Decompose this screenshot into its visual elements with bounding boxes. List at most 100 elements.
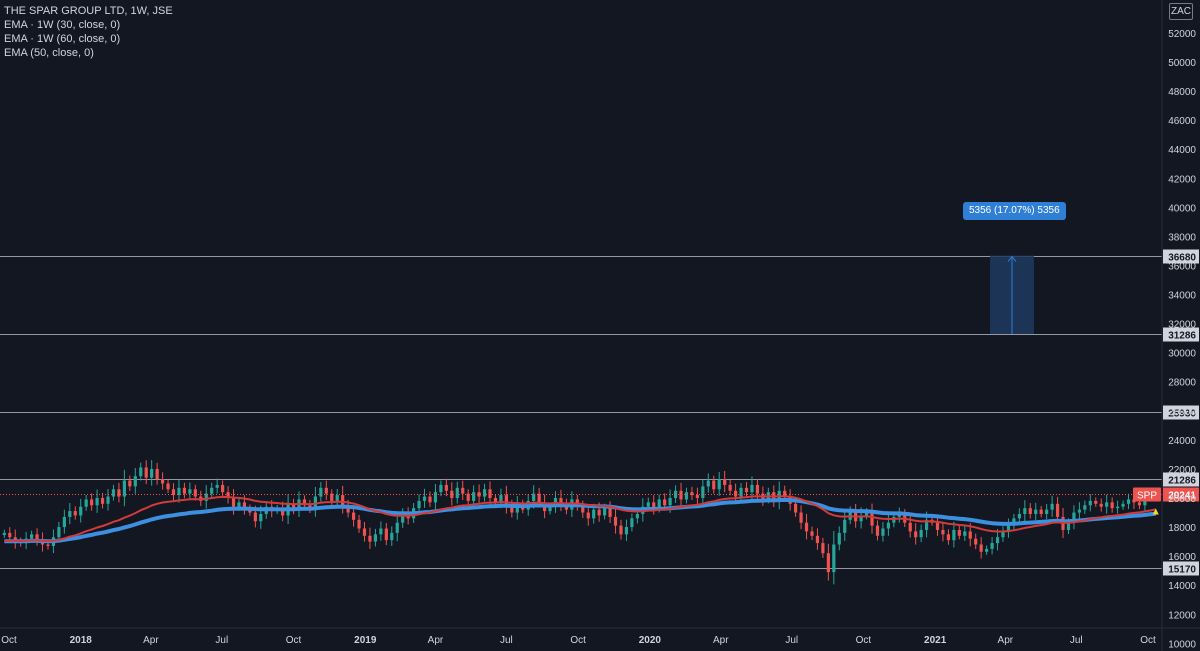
candle-body — [417, 500, 421, 509]
legend-title: THE SPAR GROUP LTD, 1W, JSE — [4, 5, 173, 17]
candle-body — [482, 489, 487, 497]
candle-body — [499, 495, 503, 503]
candle-body — [1083, 505, 1087, 510]
candle-body — [1023, 508, 1027, 514]
candle-body — [1034, 509, 1038, 514]
candle-body — [242, 502, 247, 509]
legend-ema-60: EMA · 1W (60, close, 0) — [4, 33, 121, 45]
candle-body — [690, 492, 694, 496]
price-tick-label: 12000 — [1168, 610, 1196, 621]
candle-body — [346, 505, 350, 513]
candle-body — [919, 529, 923, 538]
level-tag-label: 25930 — [1168, 409, 1196, 420]
candle-body — [728, 484, 732, 491]
candle-body — [193, 489, 197, 497]
candle-body — [733, 490, 738, 497]
candle-body — [401, 513, 405, 523]
candle-body — [635, 513, 639, 519]
candle-body — [428, 496, 432, 503]
candle-body — [537, 493, 541, 503]
price-tick-label: 22000 — [1168, 465, 1196, 476]
candle-body — [1126, 499, 1131, 504]
candle-body — [810, 531, 814, 536]
candle-body — [171, 489, 176, 496]
candle-body — [160, 479, 165, 484]
candle-body — [706, 480, 710, 487]
candle-body — [368, 535, 372, 542]
candle-body — [941, 529, 945, 535]
candle-body — [79, 506, 83, 516]
candle-body — [379, 528, 383, 535]
time-tick-label: Oct — [286, 635, 302, 646]
legend-ema-50: EMA (50, close, 0) — [4, 47, 94, 59]
time-tick-label: Jul — [500, 635, 513, 646]
price-tick-label: 28000 — [1168, 378, 1196, 389]
candle-body — [1121, 503, 1125, 507]
candle-body — [755, 484, 760, 494]
price-tick-label: 24000 — [1168, 436, 1196, 447]
candle-body — [1072, 512, 1076, 523]
candle-body — [804, 522, 809, 532]
candle-body — [477, 492, 481, 497]
candle-body — [652, 502, 656, 509]
candle-body — [324, 487, 328, 494]
horizontal-levels: 36680 31286 25930 21286 15170 — [0, 249, 1199, 576]
level-tag — [1163, 561, 1199, 576]
candle-body — [133, 476, 137, 487]
level-tag — [1163, 249, 1199, 264]
symbol-tag-label: SPP — [1137, 491, 1157, 502]
candle-body — [1077, 509, 1081, 513]
candle-body — [619, 525, 623, 535]
candle-body — [586, 512, 590, 519]
candle-body — [821, 543, 825, 554]
candle-body — [924, 519, 929, 530]
price-tick-label: 10000 — [1168, 639, 1196, 650]
time-tick-label: Oct — [856, 635, 872, 646]
candle-body — [1055, 503, 1060, 517]
candle-body — [875, 525, 880, 536]
candle-body — [57, 527, 61, 538]
time-tick-label: 2021 — [924, 635, 947, 646]
candle-body — [177, 487, 181, 496]
candle-body — [548, 506, 552, 512]
candle-body — [422, 496, 427, 501]
candle-body — [1001, 531, 1005, 538]
candle-body — [559, 498, 563, 504]
price-axis[interactable]: 10000 12000 14000 16000 18000 20000 22000 24000… — [1161, 0, 1196, 651]
candle-body — [444, 484, 448, 491]
price-tick-label: 34000 — [1168, 291, 1196, 302]
level-tag-label: 36680 — [1168, 253, 1196, 264]
candle-body — [864, 512, 869, 516]
candle-body — [150, 468, 154, 478]
candle-body — [488, 489, 492, 498]
candle-body — [259, 513, 263, 522]
measure-label: 5356 (17.07%) 5356 — [963, 202, 1066, 220]
level-tag-label: 15170 — [1168, 565, 1196, 576]
time-axis[interactable]: Oct 2018 Apr Jul Oct 2019 Apr Jul Oct 2020 Apr Jul O… — [0, 627, 1200, 646]
candle-body — [1028, 508, 1032, 514]
chart-legend: THE SPAR GROUP LTD, 1W, JSE EMA · 1W (30… — [4, 4, 173, 60]
candle-body — [603, 508, 607, 516]
candle-body — [106, 496, 110, 504]
time-tick-label: Oct — [570, 635, 586, 646]
candle-body — [1115, 506, 1120, 509]
candle-body — [357, 519, 361, 529]
candle-body — [750, 484, 754, 493]
candle-body — [384, 528, 388, 541]
candle-body — [897, 513, 901, 517]
candle-body — [826, 553, 830, 573]
candle-body — [1094, 500, 1098, 504]
candle-body — [302, 499, 307, 506]
candle-body — [46, 544, 50, 546]
candle-body — [182, 487, 187, 494]
price-range-measure[interactable] — [990, 255, 1034, 334]
currency-label[interactable]: ZAC — [1169, 3, 1193, 20]
candle-body — [963, 531, 967, 536]
candle-body — [881, 528, 885, 536]
candle-body — [62, 516, 66, 528]
candle-body — [493, 498, 498, 503]
candle-body — [455, 487, 459, 498]
candle-body — [968, 531, 972, 539]
candle-body — [204, 493, 208, 501]
